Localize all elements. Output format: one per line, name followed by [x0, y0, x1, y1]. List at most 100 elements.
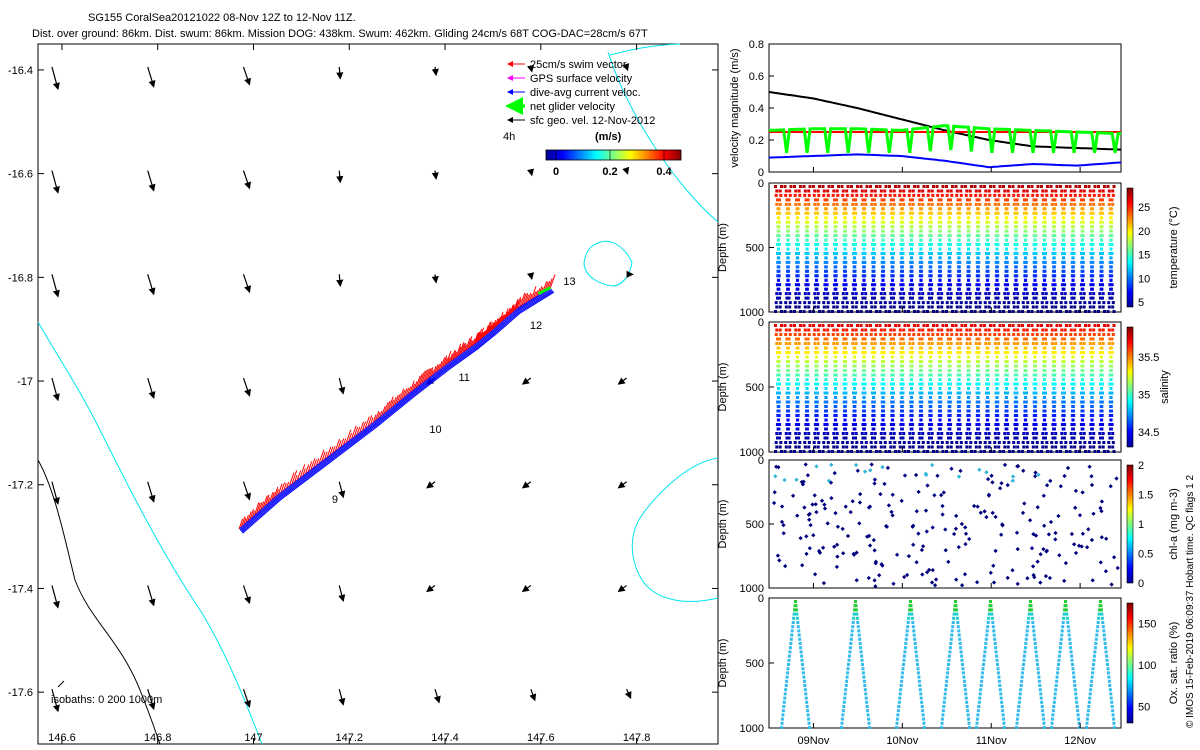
profile-point	[796, 265, 800, 269]
profile-point	[880, 382, 884, 386]
profile-point	[967, 229, 971, 233]
profile-point	[1023, 337, 1026, 341]
profile-point	[1002, 462, 1008, 468]
profile-point	[1099, 198, 1102, 202]
profile-point	[873, 202, 877, 206]
profile-point	[918, 260, 922, 264]
profile-point	[834, 238, 838, 242]
profile-point	[1091, 382, 1095, 386]
profile-point	[806, 414, 810, 417]
profile-point	[1083, 193, 1087, 197]
profile-point	[795, 296, 798, 300]
profile-point	[806, 360, 810, 363]
profile-point	[869, 450, 872, 453]
profile-point	[955, 202, 959, 206]
profile-point	[1063, 189, 1067, 193]
profile-point	[823, 260, 827, 264]
profile-point	[1090, 278, 1094, 282]
profile-point	[919, 207, 923, 211]
profile-point	[797, 633, 801, 637]
profile-point	[968, 423, 972, 426]
profile-point	[1082, 292, 1086, 296]
profile-point	[1052, 409, 1055, 413]
current-vector	[622, 63, 630, 72]
profile-point	[992, 450, 996, 453]
profile-point	[1035, 328, 1039, 332]
profile-point	[997, 486, 1003, 491]
profile-point	[836, 333, 840, 336]
profile-point	[881, 265, 885, 269]
profile-point	[994, 296, 998, 300]
profile-point	[1054, 445, 1058, 449]
profile-point	[946, 351, 950, 354]
profile-point	[777, 369, 781, 372]
profile-point	[1107, 441, 1111, 444]
current-vector	[242, 688, 251, 708]
profile-point	[919, 256, 923, 260]
profile-point	[974, 342, 978, 345]
map-axes	[37, 43, 719, 745]
profile-point	[974, 580, 980, 585]
profile-point	[1100, 287, 1104, 291]
profile-point	[890, 373, 894, 377]
map-colorbar-ticks: 0 0.2 0.4	[553, 150, 673, 178]
swim-vector	[361, 421, 367, 431]
profile-point	[1092, 292, 1096, 296]
profile-point	[987, 337, 990, 341]
profile-point	[902, 654, 906, 658]
profile-point	[917, 292, 921, 296]
swim-vector	[419, 371, 426, 386]
profile-point	[984, 432, 988, 435]
profile-point	[1068, 185, 1072, 188]
profile-point	[853, 427, 857, 431]
profile-point	[957, 387, 961, 390]
profile-point	[996, 337, 1000, 341]
profile-point	[844, 252, 848, 255]
profile-point	[1110, 382, 1114, 386]
profile-point	[900, 278, 904, 282]
profile-point	[797, 296, 800, 300]
profile-point	[794, 600, 797, 603]
profile-point	[873, 328, 877, 332]
profile-point	[1051, 400, 1055, 404]
profile-point	[785, 260, 789, 264]
profile-point	[778, 436, 781, 440]
profile-point	[1081, 207, 1085, 211]
profile-point	[917, 441, 921, 444]
profile-point	[831, 310, 834, 313]
profile-point	[777, 400, 781, 404]
profile-point	[1003, 342, 1007, 345]
profile-point	[899, 198, 903, 202]
profile-point	[844, 688, 848, 692]
profile-point	[948, 260, 952, 264]
profile-point	[810, 502, 815, 507]
profile-point	[946, 202, 950, 206]
swim-vector	[372, 414, 377, 423]
profile-point	[1035, 441, 1039, 444]
profile-point	[977, 296, 981, 300]
profile-point	[1051, 260, 1055, 264]
profile-point	[919, 418, 923, 422]
profile-point	[832, 342, 836, 345]
profile-point	[1081, 369, 1085, 372]
profile-point	[977, 198, 981, 202]
profile-point	[812, 493, 817, 498]
profile-point	[890, 252, 893, 255]
profile-point	[967, 265, 971, 269]
profile-point	[878, 185, 882, 188]
profile-point	[779, 504, 785, 509]
profile-point	[1102, 333, 1106, 336]
profile-point	[834, 427, 838, 431]
profile-point	[786, 287, 790, 291]
profile-point	[908, 305, 912, 309]
profile-point	[920, 391, 924, 395]
profile-point	[1041, 546, 1046, 552]
profile-point	[928, 243, 931, 246]
profile-point	[1107, 189, 1111, 193]
profile-point	[854, 550, 859, 555]
profile-point	[1021, 193, 1025, 197]
profile-point	[994, 260, 998, 264]
profile-ytick-label: 500	[746, 519, 764, 531]
profile-point	[1006, 211, 1010, 215]
